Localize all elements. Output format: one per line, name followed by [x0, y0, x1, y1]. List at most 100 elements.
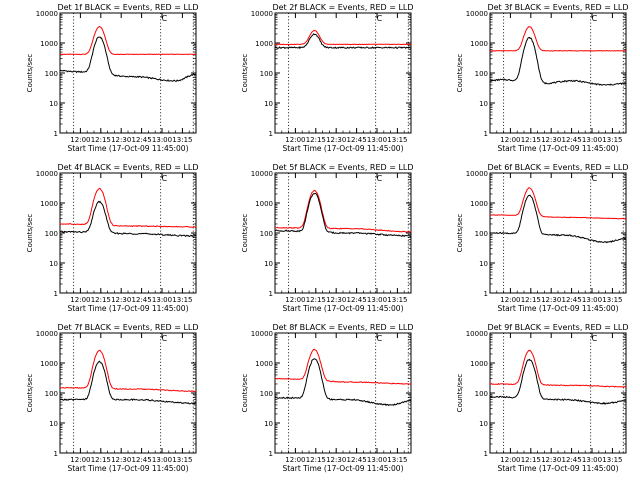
x-tick-label: 12:30 — [326, 136, 346, 144]
x-tick-label: 12:00 — [70, 296, 90, 304]
marker-label: C — [377, 14, 383, 23]
x-tick-label: 12:15 — [306, 136, 326, 144]
x-axis-label: Start Time (17-Oct-09 11:45:00) — [282, 304, 403, 313]
panel-title: Det 5f BLACK = Events, RED = LLD — [272, 163, 413, 172]
y-tick-label: 1 — [54, 130, 58, 138]
plot-frame — [489, 12, 627, 134]
plot-frame — [489, 332, 627, 454]
y-tick-label: 1 — [269, 290, 273, 298]
x-axis-label: Start Time (17-Oct-09 11:45:00) — [67, 304, 188, 313]
series-events-line — [59, 36, 197, 82]
panel-title: Det 8f BLACK = Events, RED = LLD — [272, 323, 413, 332]
y-tick-label: 100 — [45, 70, 58, 78]
panel-det-9: Det 9f BLACK = Events, RED = LLD 1 10 100 10… — [456, 323, 629, 473]
plot-frame — [59, 332, 197, 454]
series-events-line — [489, 358, 627, 405]
marker-label: C — [162, 14, 168, 23]
y-tick-label: 10 — [264, 260, 273, 268]
x-tick-label: 12:15 — [521, 296, 541, 304]
y-tick-label: 100 — [260, 390, 273, 398]
panel-det-4: Det 4f BLACK = Events, RED = LLD 1 10 100 10… — [26, 163, 199, 313]
y-tick-label: 1 — [269, 450, 273, 458]
series-events-line — [274, 192, 412, 238]
marker-label: C — [592, 174, 598, 183]
x-tick-label: 12:30 — [541, 136, 561, 144]
y-axis-label: Counts/sec — [456, 214, 464, 253]
panel-det-5: Det 5f BLACK = Events, RED = LLD 1 10 100 10… — [241, 163, 414, 313]
y-tick-label: 10000 — [466, 10, 488, 18]
x-tick-label: 13:00 — [582, 136, 602, 144]
series-lld-line — [489, 187, 627, 220]
series-lld-line — [489, 26, 627, 52]
y-tick-label: 1 — [54, 290, 58, 298]
x-tick-label: 12:15 — [306, 456, 326, 464]
y-tick-label: 100 — [260, 230, 273, 238]
x-tick-label: 13:00 — [367, 296, 387, 304]
panel-title: Det 4f BLACK = Events, RED = LLD — [57, 163, 198, 172]
panel-det-7: Det 7f BLACK = Events, RED = LLD 1 10 100 10… — [26, 323, 199, 473]
y-tick-label: 1000 — [40, 200, 58, 208]
panel-title: Det 2f BLACK = Events, RED = LLD — [272, 3, 413, 12]
panel-det-8: Det 8f BLACK = Events, RED = LLD 1 10 100 10… — [241, 323, 414, 473]
x-axis-label: Start Time (17-Oct-09 11:45:00) — [282, 464, 403, 473]
panel-det-6: Det 6f BLACK = Events, RED = LLD 1 10 100 10… — [456, 163, 629, 313]
y-tick-label: 1 — [484, 450, 488, 458]
x-tick-label: 12:15 — [306, 296, 326, 304]
y-tick-label: 1000 — [470, 360, 488, 368]
x-axis-label: Start Time (17-Oct-09 11:45:00) — [497, 144, 618, 153]
panel-title: Det 9f BLACK = Events, RED = LLD — [487, 323, 628, 332]
x-tick-label: 13:15 — [387, 296, 407, 304]
x-tick-label: 13:00 — [152, 456, 172, 464]
x-tick-label: 13:00 — [367, 456, 387, 464]
panel-det-3: Det 3f BLACK = Events, RED = LLD 1 10 100 10… — [456, 3, 629, 153]
y-tick-label: 10000 — [36, 330, 58, 338]
series-lld-line — [59, 349, 197, 393]
x-tick-label: 12:00 — [285, 296, 305, 304]
x-tick-label: 13:15 — [172, 296, 192, 304]
y-tick-label: 100 — [45, 230, 58, 238]
series-lld-line — [59, 187, 197, 228]
y-tick-label: 1 — [54, 450, 58, 458]
y-tick-label: 100 — [475, 230, 488, 238]
y-tick-label: 10000 — [251, 170, 273, 178]
y-tick-label: 10 — [479, 420, 488, 428]
x-tick-label: 13:00 — [582, 296, 602, 304]
y-tick-label: 1 — [484, 130, 488, 138]
y-axis-label: Counts/sec — [241, 214, 249, 253]
x-tick-label: 13:15 — [602, 456, 622, 464]
y-tick-label: 100 — [45, 390, 58, 398]
y-axis-label: Counts/sec — [26, 214, 34, 253]
x-tick-label: 12:15 — [521, 136, 541, 144]
plot-frame — [274, 332, 412, 454]
panel-title: Det 3f BLACK = Events, RED = LLD — [487, 3, 628, 12]
series-lld-line — [275, 348, 412, 385]
series-events-line — [274, 33, 412, 50]
x-tick-label: 13:15 — [387, 136, 407, 144]
y-axis-label: Counts/sec — [26, 54, 34, 93]
x-tick-label: 12:30 — [326, 296, 346, 304]
x-tick-label: 12:00 — [500, 296, 520, 304]
y-tick-label: 10 — [264, 100, 273, 108]
y-tick-label: 10 — [479, 260, 488, 268]
y-tick-label: 10000 — [251, 330, 273, 338]
x-tick-label: 13:15 — [172, 136, 192, 144]
marker-label: C — [377, 174, 383, 183]
y-tick-label: 10000 — [466, 170, 488, 178]
marker-label: C — [592, 14, 598, 23]
series-lld-line — [490, 349, 627, 388]
y-tick-label: 1000 — [255, 360, 273, 368]
x-tick-label: 12:45 — [347, 296, 367, 304]
x-tick-label: 12:45 — [132, 296, 152, 304]
y-tick-label: 10000 — [36, 170, 58, 178]
marker-label: C — [592, 334, 598, 343]
y-axis-label: Counts/sec — [241, 374, 249, 413]
series-events-line — [59, 200, 197, 238]
marker-label: C — [162, 334, 168, 343]
y-axis-label: Counts/sec — [456, 374, 464, 413]
x-tick-label: 12:00 — [500, 456, 520, 464]
x-tick-label: 12:45 — [347, 456, 367, 464]
marker-label: C — [377, 334, 383, 343]
series-lld-line — [274, 189, 412, 233]
y-tick-label: 1 — [484, 290, 488, 298]
